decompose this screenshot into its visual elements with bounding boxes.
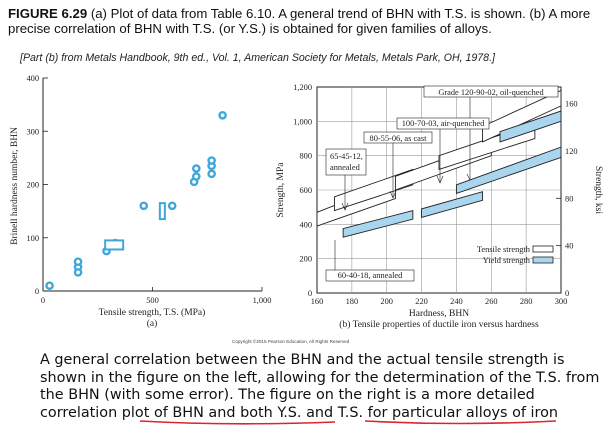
panel-a-x-tick-label: 0 [41,296,45,305]
yield-bands [342,110,562,238]
figure-label: FIGURE 6.29 [8,6,88,21]
panel-a-ylabel: Brinell hardness number, BHN [10,127,20,245]
panel-a-xlabel: Tensile strength, T.S. (MPa) [99,307,206,318]
label-box-100-70-03 [396,117,490,130]
panel-a-y-tick-label: 300 [26,127,39,136]
description-text: A general correlation between the BHN an… [40,352,610,422]
panel-b-right-tick-label: 80 [565,194,573,203]
range-marker [158,202,166,221]
panel-a-x-tick-label: 500 [146,296,159,305]
range-marker [104,239,125,251]
panel-b-x-tick-label: 260 [485,297,498,306]
panel-b-x-tick-label: 200 [380,297,393,306]
panel-b-right-tick-label: 40 [565,242,573,251]
data-point [207,169,216,179]
panel-b-y-tick-label: 1,200 [293,83,312,92]
panel-b-y-tick-label: 1,000 [293,117,312,126]
label-annealed: annealed [330,163,361,172]
data-point [191,164,201,173]
panel-b-x-tick-label: 180 [346,297,359,306]
legend-yield-swatch [532,256,554,264]
panel-b-y-tick-label: 600 [299,186,312,195]
panel-a-label: (a) [147,318,158,329]
yield-band [455,146,562,195]
figure-caption: FIGURE 6.29 (a) Plot of data from Table … [8,6,608,36]
panel-a-y-tick-label: 400 [26,74,39,83]
yield-band [421,191,484,219]
leader-80-55-06-arrow [389,190,397,199]
panel-a-y-tick-label: 200 [26,181,39,190]
caption-text: (a) Plot of data from Table 6.10. A gene… [8,6,591,36]
label-60-40-18: 60-40-18, annealed [338,271,403,280]
panel-b-xlabel: Hardness, BHN [409,309,469,319]
label-box-grade-120 [423,85,559,98]
panel-b-ylabel-right: Strength, ksi [593,166,603,214]
panel-b-right-tick-label: 0 [565,289,569,298]
label-80-55-06: 80-55-06, as cast [370,134,428,143]
panel-a-x-tick-label: 1,000 [253,296,272,305]
data-point [167,201,177,211]
data-point [218,110,227,120]
data-point [207,156,216,165]
label-box-60-40-18 [325,269,415,282]
yield-band [342,210,414,238]
panel-b-grid [317,87,561,293]
figure-source: [Part (b) from Metals Handbook, 9th ed.,… [20,52,495,64]
panel-b-x-tick-label: 300 [555,297,568,306]
data-point [191,172,201,181]
data-point [73,257,83,267]
label-box-65-45-12 [325,148,367,176]
panel-a: 0 100 200 300 400 0 500 1,000 Tensile strength… [10,74,271,329]
panel-b-x-tick-label: 160 [311,297,324,306]
tensile-band [482,89,562,143]
panel-a-x-ticks: 0 500 1,000 [41,287,272,305]
data-point [45,281,54,290]
panel-b-label: (b) Tensile properties of ductile iron v… [339,319,539,330]
legend-tensile-swatch [532,245,554,253]
panel-b-ylabel-left: Strength, MPa [276,162,286,218]
yield-band [499,110,562,143]
data-point [73,268,83,277]
label-65-45-12: 65-45-12, [330,152,363,161]
panel-b-y-ticks: 0 200 400 600 800 1,000 1,200 [293,83,312,298]
label-grade-120: Grade 120-90-02, oil-quenched [438,88,544,97]
data-point [139,201,149,211]
legend-yield-label: Yield strength [483,256,531,265]
leader-65-45-12-arrow [341,202,349,211]
panel-b-x-ticks: 160 180 200 220 240 260 280 300 [311,297,568,306]
panel-b-y-tick-label: 200 [299,255,312,264]
panel-b-y-tick-label: 0 [308,289,312,298]
label-100-70-03: 100-70-03, air-quenched [402,119,485,128]
panel-b-x-tick-label: 280 [520,297,533,306]
panel-b-right-tick-label: 120 [565,147,578,156]
panel-b-y-tick-label: 800 [299,152,312,161]
panel-a-y-tick-label: 100 [26,234,39,243]
panel-b-x-tick-label: 220 [415,297,428,306]
panel-b-x-tick-label: 240 [450,297,463,306]
panel-a-points [45,110,227,290]
legend-tensile-label: Tensile strength [477,245,531,254]
description: A general correlation between the BHN an… [40,352,600,421]
panel-b-y-tick-label: 400 [299,220,312,229]
panel-a-y-tick-label: 0 [35,287,39,296]
panel-b-right-tick-label: 160 [565,100,578,109]
legend: Tensile strength Yield strength [477,245,554,265]
leader-100-70-03-arrow [436,175,444,184]
panel-a-y-ticks: 0 100 200 300 400 [26,74,48,296]
copyright-notice: Copyright ©2015 Pearson Education, All R… [232,339,350,344]
label-box-80-55-06 [363,131,433,144]
